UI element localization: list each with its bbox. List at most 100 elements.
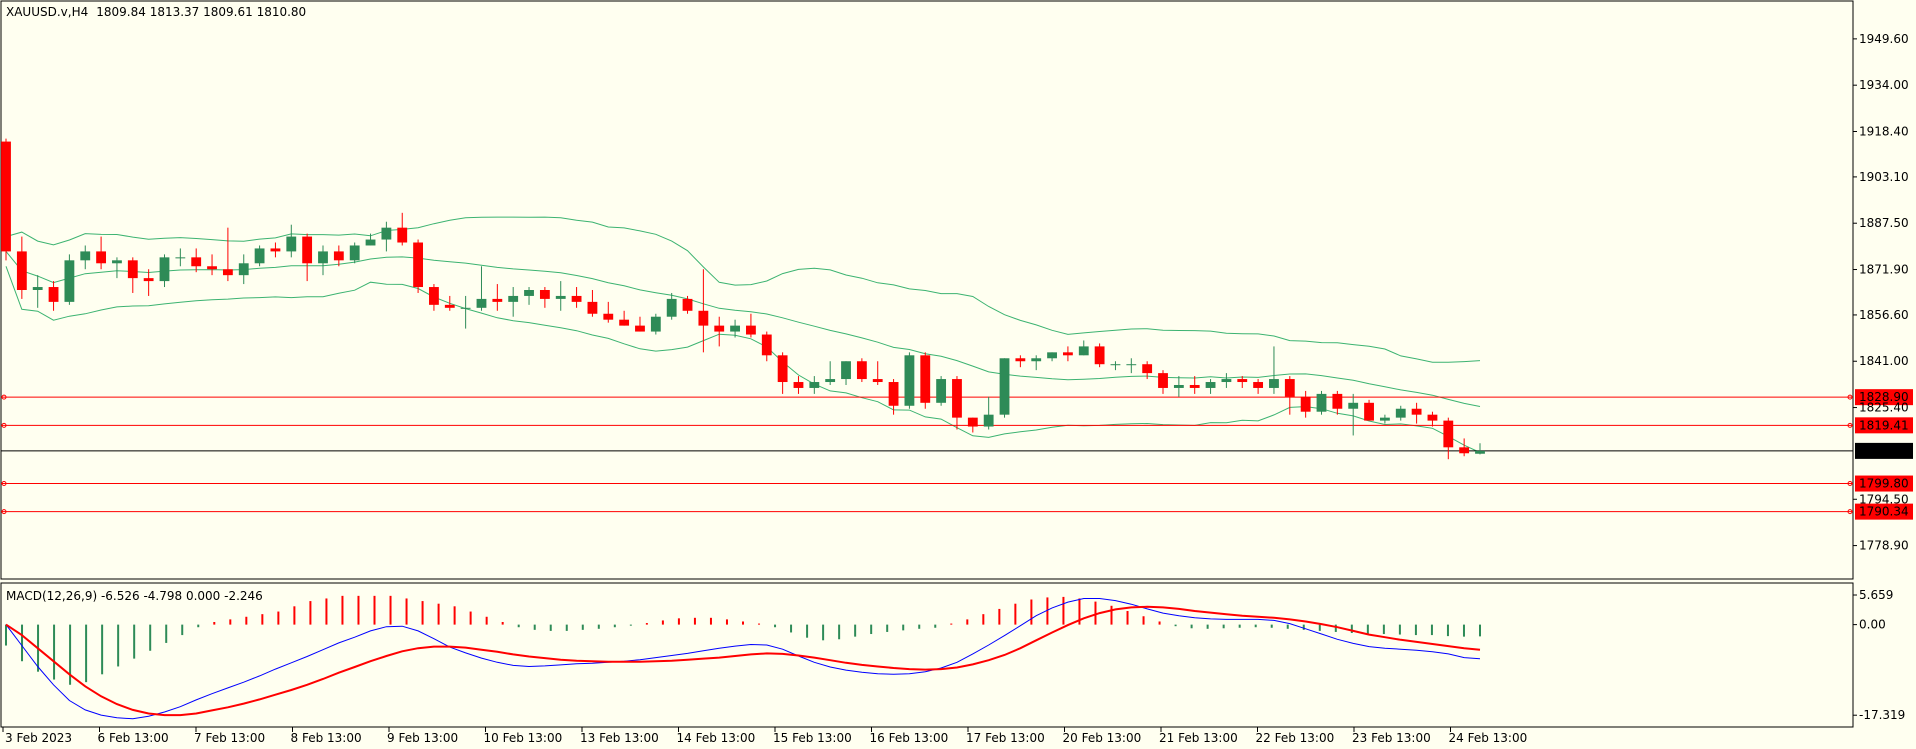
candle-bearish: [1063, 352, 1073, 356]
candle-bearish: [777, 355, 788, 383]
candle-bullish: [1269, 379, 1279, 388]
candle-bearish: [920, 355, 931, 403]
price-tick-label: 1903.10: [1859, 170, 1909, 184]
macd-signal-line: [5, 605, 1481, 717]
candle-bearish: [333, 251, 344, 261]
price-level-label: 1799.80: [1859, 477, 1909, 491]
candle-bearish: [761, 334, 772, 356]
candle-bearish: [1459, 447, 1470, 454]
candle-bearish: [619, 319, 630, 326]
price-level-label: 1828.90: [1859, 390, 1909, 404]
time-tick-label: 24 Feb 13:00: [1449, 731, 1528, 745]
price-level-tag: [1855, 389, 1913, 406]
time-tick-label: 10 Feb 13:00: [484, 731, 563, 745]
bollinger-bands: [5, 216, 1481, 453]
candle-bearish: [1332, 393, 1343, 409]
price-level-tag: [1855, 417, 1913, 434]
candle-bullish: [666, 298, 677, 317]
candle-bearish: [967, 417, 978, 427]
price-level-label: 1790.34: [1859, 505, 1909, 519]
candle-bullish: [1110, 364, 1121, 366]
price-level-anchor: [1847, 422, 1853, 428]
candle-bullish: [286, 236, 297, 252]
time-tick-label: 21 Feb 13:00: [1159, 731, 1238, 745]
time-tick-label: 9 Feb 13:00: [387, 731, 458, 745]
candle-bearish: [793, 382, 804, 388]
candle-bearish: [413, 242, 423, 288]
price-level-anchor: [1847, 509, 1853, 515]
candle-bearish: [48, 287, 59, 302]
candle-bullish: [254, 248, 265, 264]
candle-bearish: [492, 298, 503, 302]
candle-bullish: [1173, 384, 1184, 388]
macd-tick-label: 5.659: [1859, 588, 1893, 602]
candle-bearish: [1094, 346, 1105, 365]
candle-bearish: [872, 379, 883, 383]
candlesticks: [1, 138, 1485, 460]
candle-bullish: [32, 287, 43, 290]
candle-bearish: [1300, 396, 1311, 412]
price-level-anchor: [1, 481, 7, 487]
price-axis: 1949.60 1934.00 1918.40 1903.10 1887.50 1871.…: [1853, 32, 1909, 553]
candle-bearish: [1364, 402, 1374, 421]
price-level-tag: [1855, 503, 1913, 520]
time-tick-label: 14 Feb 13:00: [677, 731, 756, 745]
candle-bullish: [1395, 408, 1406, 418]
candle-bullish: [365, 239, 376, 246]
time-tick-label: 7 Feb 13:00: [194, 731, 265, 745]
candle-bullish: [825, 379, 836, 383]
candle-bearish: [635, 325, 645, 332]
candle-bullish: [80, 251, 91, 261]
candle-bearish: [856, 361, 867, 380]
candle-bearish: [207, 266, 217, 270]
candle-bearish: [571, 295, 582, 302]
macd-line: [5, 598, 1481, 720]
candle-bearish: [143, 278, 154, 282]
candle-bearish: [1142, 364, 1153, 374]
time-tick-label: 13 Feb 13:00: [580, 731, 659, 745]
current-price-tag: [1855, 442, 1913, 459]
horizontal-levels[interactable]: 1828.90 1819.41 1799.80 1790.34 1810.80: [1, 389, 1913, 520]
candle-bullish: [112, 260, 122, 264]
time-axis: 3 Feb 2023 6 Feb 13:00 7 Feb 13:00 8 Feb 13…: [2, 727, 1528, 745]
bollinger-upper-line: [5, 216, 1481, 363]
price-tick-label: 1841.00: [1859, 354, 1909, 368]
candle-bullish: [1475, 450, 1485, 454]
price-panel[interactable]: [0, 0, 1854, 580]
candle-bullish: [730, 325, 740, 332]
candle-bearish: [397, 227, 408, 243]
price-tick-label: 1887.50: [1859, 216, 1909, 230]
time-tick-label: 20 Feb 13:00: [1063, 731, 1142, 745]
candle-bearish: [1158, 373, 1168, 388]
candle-bullish: [936, 379, 947, 403]
price-level-anchor: [1847, 394, 1853, 400]
candle-bearish: [603, 313, 614, 320]
candle-bullish: [476, 298, 487, 308]
candle-bullish: [1379, 417, 1390, 421]
price-level-anchor: [1, 394, 7, 400]
candle-bullish: [1316, 393, 1327, 412]
candle-bearish: [539, 290, 550, 299]
candle-bullish: [381, 227, 392, 240]
candle-bullish: [1205, 382, 1216, 388]
candle-bearish: [1, 141, 11, 252]
candle-bearish: [952, 379, 962, 418]
candle-bullish: [1126, 364, 1137, 366]
candle-bearish: [127, 260, 138, 279]
time-tick-label: 6 Feb 13:00: [98, 731, 169, 745]
candle-bearish: [16, 251, 27, 290]
candle-bullish: [460, 307, 471, 309]
time-tick-label: 22 Feb 13:00: [1256, 731, 1335, 745]
candle-bullish: [524, 290, 534, 296]
time-tick-label: 3 Feb 2023: [5, 731, 72, 745]
price-level-anchor: [1847, 481, 1853, 487]
time-tick-label: 15 Feb 13:00: [773, 731, 852, 745]
macd-tick-label: -17.319: [1859, 708, 1905, 722]
candle-bearish: [1253, 382, 1264, 388]
candle-bearish: [1189, 384, 1200, 388]
candle-bullish: [1348, 402, 1359, 409]
candle-bullish: [318, 251, 328, 264]
macd-panel[interactable]: [0, 582, 1854, 728]
